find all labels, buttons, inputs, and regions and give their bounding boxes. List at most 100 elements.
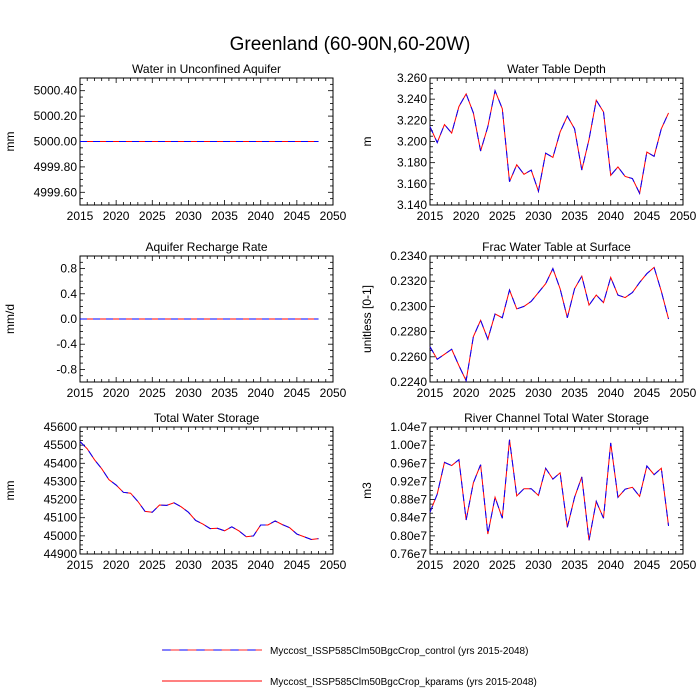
y-tick-label: -0.8	[56, 362, 77, 376]
panels: Water in Unconfined Aquifer 2015 2020 2025 2…	[3, 62, 697, 572]
x-tick-label: 2040	[597, 209, 624, 223]
y-tick-label: 0.2240	[390, 375, 427, 389]
y-axis-label: m3	[360, 482, 374, 499]
x-tick-label: 2030	[175, 558, 202, 572]
y-axis-label: unitless [0-1]	[360, 285, 374, 353]
y-tick-label: 3.180	[397, 156, 427, 170]
x-tick-label: 2030	[525, 558, 552, 572]
panel-title: Water Table Depth	[507, 62, 606, 76]
series-line-kparams	[429, 439, 670, 541]
y-tick-label: 0.80e7	[390, 529, 427, 543]
y-tick-label: 44900	[44, 547, 78, 561]
x-tick-label: 2015	[67, 386, 94, 400]
x-tick-label: 2035	[561, 209, 588, 223]
x-tick-label: 2035	[211, 209, 238, 223]
x-tick-label: 2050	[320, 558, 347, 572]
y-tick-label: 45400	[44, 456, 78, 470]
x-tick-label: 2040	[247, 209, 274, 223]
x-tick-label: 2045	[284, 209, 311, 223]
x-tick-label: 2035	[211, 558, 238, 572]
y-tick-label: 4999.80	[34, 160, 78, 174]
y-tick-label: -0.4	[56, 337, 77, 351]
x-tick-label: 2050	[670, 386, 697, 400]
x-tick-label: 2015	[67, 209, 94, 223]
panel-4: Frac Water Table at Surface 2015 2020 2025 2…	[360, 240, 697, 400]
y-tick-label: 1.04e7	[390, 420, 427, 434]
panel-6: River Channel Total Water Storage 2015 202…	[360, 411, 697, 572]
x-tick-label: 2035	[561, 386, 588, 400]
x-tick-label: 2050	[670, 558, 697, 572]
x-tick-label: 2045	[284, 386, 311, 400]
y-tick-label: 0.2300	[390, 299, 427, 313]
y-tick-label: 1.00e7	[390, 438, 427, 452]
series-line-control	[79, 441, 319, 541]
series-line-control	[429, 266, 670, 383]
y-tick-label: 0.96e7	[390, 456, 427, 470]
panel-1: Water in Unconfined Aquifer 2015 2020 2025 2…	[3, 62, 347, 223]
y-tick-label: 45300	[44, 474, 78, 488]
x-tick-label: 2020	[103, 209, 130, 223]
figure-title: Greenland (60-90N,60-20W)	[230, 34, 471, 55]
panel-3: Aquifer Recharge Rate 2015 2020 2025 2030 203…	[3, 240, 347, 400]
y-tick-label: 0.2340	[390, 249, 427, 263]
legend-label-control: Myccost_ISSP585Clm50BgcCrop_control (yrs…	[270, 646, 528, 657]
x-tick-label: 2020	[103, 386, 130, 400]
x-tick-label: 2020	[453, 558, 480, 572]
panel-title: Total Water Storage	[154, 411, 260, 425]
y-tick-label: 0.76e7	[390, 547, 427, 561]
series-line-kparams	[429, 88, 669, 195]
x-tick-label: 2035	[211, 386, 238, 400]
y-tick-label: 3.260	[397, 71, 427, 85]
x-tick-label: 2045	[634, 209, 661, 223]
plot-frame	[429, 77, 684, 206]
y-tick-label: 4999.60	[34, 185, 78, 199]
y-tick-label: 45600	[44, 420, 78, 434]
y-tick-label: 0.2320	[390, 274, 427, 288]
plot-frame	[79, 426, 334, 555]
x-tick-label: 2050	[320, 209, 347, 223]
y-tick-label: 0.2280	[390, 325, 427, 339]
x-tick-label: 2040	[597, 558, 624, 572]
y-tick-label: 0.84e7	[390, 511, 427, 525]
x-tick-label: 2025	[489, 558, 516, 572]
x-tick-label: 2030	[175, 386, 202, 400]
x-tick-label: 2015	[417, 386, 444, 400]
plot-frame	[429, 255, 684, 383]
x-tick-label: 2030	[175, 209, 202, 223]
y-tick-label: 3.140	[397, 198, 427, 212]
series-line-control	[429, 439, 670, 541]
y-tick-label: 0.8	[60, 262, 77, 276]
y-tick-label: 45500	[44, 438, 78, 452]
y-tick-label: 0.0	[60, 312, 77, 326]
x-tick-label: 2040	[247, 558, 274, 572]
x-tick-label: 2020	[453, 209, 480, 223]
y-tick-label: 0.88e7	[390, 493, 427, 507]
x-tick-label: 2015	[417, 209, 444, 223]
y-tick-label: 5000.00	[34, 135, 78, 149]
panel-5: Total Water Storage 2015 2020 2025 2030 2035 2…	[3, 411, 347, 572]
x-tick-label: 2025	[489, 209, 516, 223]
x-tick-label: 2040	[597, 386, 624, 400]
y-tick-label: 45000	[44, 529, 78, 543]
x-tick-label: 2020	[103, 558, 130, 572]
x-tick-label: 2035	[561, 558, 588, 572]
panel-title: Water in Unconfined Aquifer	[132, 62, 281, 76]
x-tick-label: 2045	[634, 558, 661, 572]
panel-title: Aquifer Recharge Rate	[145, 240, 267, 254]
x-tick-label: 2015	[67, 558, 94, 572]
y-tick-label: 0.2260	[390, 350, 427, 364]
y-tick-label: 45200	[44, 493, 78, 507]
panel-2: Water Table Depth 2015 2020 2025 2030 2035 204…	[360, 62, 697, 223]
x-tick-label: 2025	[139, 209, 166, 223]
x-tick-label: 2020	[453, 386, 480, 400]
y-tick-label: 5000.40	[34, 84, 78, 98]
y-axis-label: m	[360, 137, 374, 147]
y-tick-label: 0.4	[60, 287, 77, 301]
y-axis-label: mm	[3, 481, 17, 501]
legend: Myccost_ISSP585Clm50BgcCrop_control (yrs…	[162, 646, 537, 688]
x-tick-label: 2025	[139, 558, 166, 572]
panel-title: River Channel Total Water Storage	[464, 411, 649, 425]
x-tick-label: 2045	[634, 386, 661, 400]
y-tick-label: 5000.20	[34, 109, 78, 123]
